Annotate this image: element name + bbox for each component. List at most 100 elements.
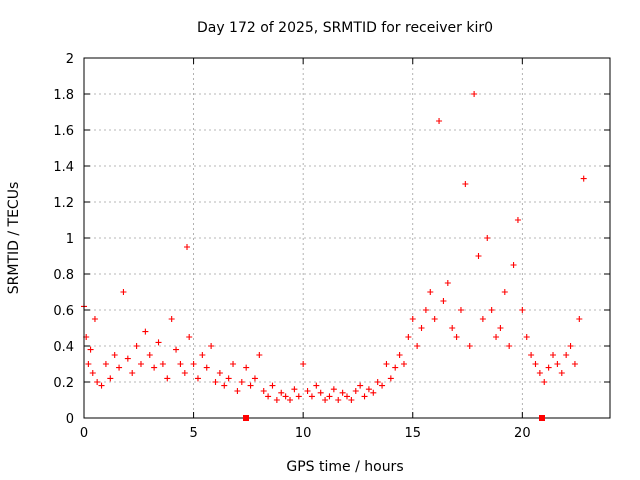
y-tick-label: 0.6 (53, 304, 74, 319)
data-point (365, 386, 372, 393)
data-point (344, 393, 350, 400)
data-point (457, 307, 464, 313)
data-point (282, 393, 289, 400)
y-tick-label: 1.8 (53, 88, 74, 103)
data-point (357, 382, 364, 389)
data-point (405, 334, 412, 340)
data-point (374, 379, 381, 385)
data-point (89, 370, 96, 376)
data-point (164, 375, 171, 382)
data-point (414, 343, 421, 349)
data-point (453, 334, 460, 340)
data-point (212, 379, 219, 385)
data-point (558, 370, 565, 376)
data-point (528, 352, 535, 358)
data-point (260, 388, 267, 394)
x-tick-label: 5 (189, 426, 197, 441)
data-point (440, 298, 447, 304)
right-marker (539, 415, 545, 421)
data-point (102, 361, 109, 367)
data-point (493, 334, 500, 340)
data-point (243, 364, 250, 371)
data-point (563, 352, 570, 358)
data-point (186, 334, 193, 340)
data-point (287, 397, 294, 403)
data-point (273, 397, 280, 403)
data-point (304, 388, 311, 394)
data-point (225, 375, 232, 382)
data-point (137, 361, 144, 367)
data-point (532, 361, 539, 367)
data-point (387, 375, 394, 382)
data-point (383, 361, 390, 367)
data-point (313, 382, 320, 389)
data-point (418, 325, 425, 331)
y-tick-label: 0.8 (53, 268, 74, 283)
data-point (116, 364, 123, 371)
data-point (554, 361, 561, 367)
data-point (199, 352, 206, 358)
data-point (479, 316, 486, 322)
data-point (295, 393, 302, 400)
data-point (510, 262, 517, 268)
data-point (256, 352, 263, 358)
data-point (317, 389, 324, 396)
data-point (431, 316, 438, 322)
data-point (251, 375, 258, 382)
data-point (107, 375, 114, 382)
data-point (523, 334, 530, 340)
data-point (392, 364, 399, 371)
data-point (444, 280, 451, 286)
data-point (422, 307, 429, 313)
data-point (519, 307, 526, 313)
data-point (580, 175, 587, 182)
data-point (471, 91, 478, 97)
data-point (190, 361, 197, 367)
data-point (571, 361, 578, 367)
data-point (545, 364, 552, 371)
y-tick-label: 0.2 (53, 376, 74, 391)
y-tick-label: 1.4 (53, 160, 74, 175)
data-point (151, 364, 158, 371)
data-point (208, 343, 215, 349)
data-point (300, 361, 307, 367)
data-point (361, 393, 368, 400)
data-point (379, 382, 386, 389)
axis-ticks: 0 5 10 15 20 0 0.2 0.4 0.6 0.8 1 1.2 1.4 1.6 1.8 2 (53, 52, 610, 441)
data-point (203, 364, 210, 371)
data-point (308, 393, 315, 400)
data-point (85, 361, 92, 367)
y-tick-label: 1 (66, 232, 74, 247)
data-point (370, 389, 377, 396)
x-tick-label: 20 (514, 426, 531, 441)
data-point (120, 289, 127, 295)
data-point (247, 382, 254, 389)
data-point (541, 379, 548, 385)
y-tick-label: 2 (66, 52, 74, 67)
data-point (111, 352, 118, 358)
data-point (352, 388, 359, 394)
data-point (291, 386, 298, 393)
data-point (94, 379, 101, 385)
data-point (326, 393, 333, 400)
data-point (269, 382, 276, 389)
x-axis-label: GPS time / hours (286, 459, 403, 475)
data-point (87, 346, 94, 353)
data-point (216, 370, 223, 376)
data-point (550, 352, 557, 358)
left-marker (243, 415, 249, 421)
data-point (181, 370, 188, 376)
y-tick-label: 0 (66, 412, 74, 427)
data-point (238, 379, 245, 385)
data-point (146, 352, 153, 358)
data-point (184, 244, 191, 250)
data-point (514, 217, 521, 223)
data-point (466, 343, 473, 349)
data-point (155, 339, 162, 346)
data-point (436, 118, 443, 124)
data-point (506, 343, 513, 349)
data-point (322, 397, 329, 403)
data-point (409, 316, 416, 322)
data-point (221, 382, 228, 389)
data-point (129, 370, 136, 376)
